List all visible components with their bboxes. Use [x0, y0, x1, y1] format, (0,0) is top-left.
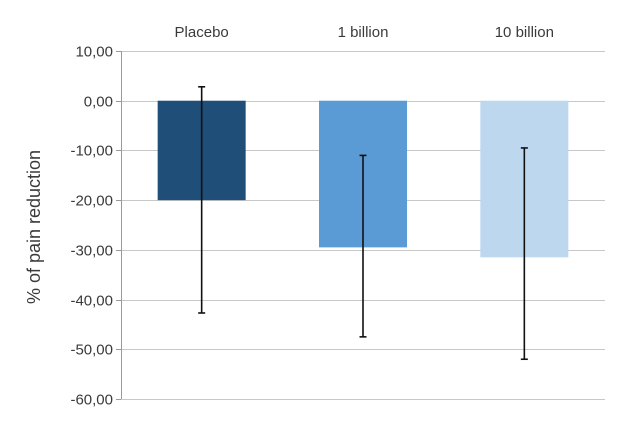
- y-axis-label: % of pain reduction: [24, 150, 44, 304]
- category-label: 10 billion: [495, 24, 554, 41]
- y-tick-label: -20,00: [70, 193, 113, 210]
- y-tick-label: -60,00: [70, 392, 113, 409]
- y-tick-labels: 10,00 0,00 -10,00 -20,00 -30,00 -40,00 -50,00 -…: [70, 44, 113, 409]
- y-tick-label: -50,00: [70, 342, 113, 359]
- y-tick-label: -30,00: [70, 243, 113, 260]
- category-label: Placebo: [175, 24, 229, 41]
- error-bars: [198, 85, 528, 361]
- y-tick-label: 10,00: [75, 44, 113, 61]
- category-label: 1 billion: [338, 24, 389, 41]
- category-labels: Placebo 1 billion 10 billion: [175, 24, 554, 41]
- y-tick-label: 0,00: [84, 94, 113, 111]
- y-tick-label: -10,00: [70, 143, 113, 160]
- y-axis: [116, 51, 122, 400]
- y-tick-label: -40,00: [70, 293, 113, 310]
